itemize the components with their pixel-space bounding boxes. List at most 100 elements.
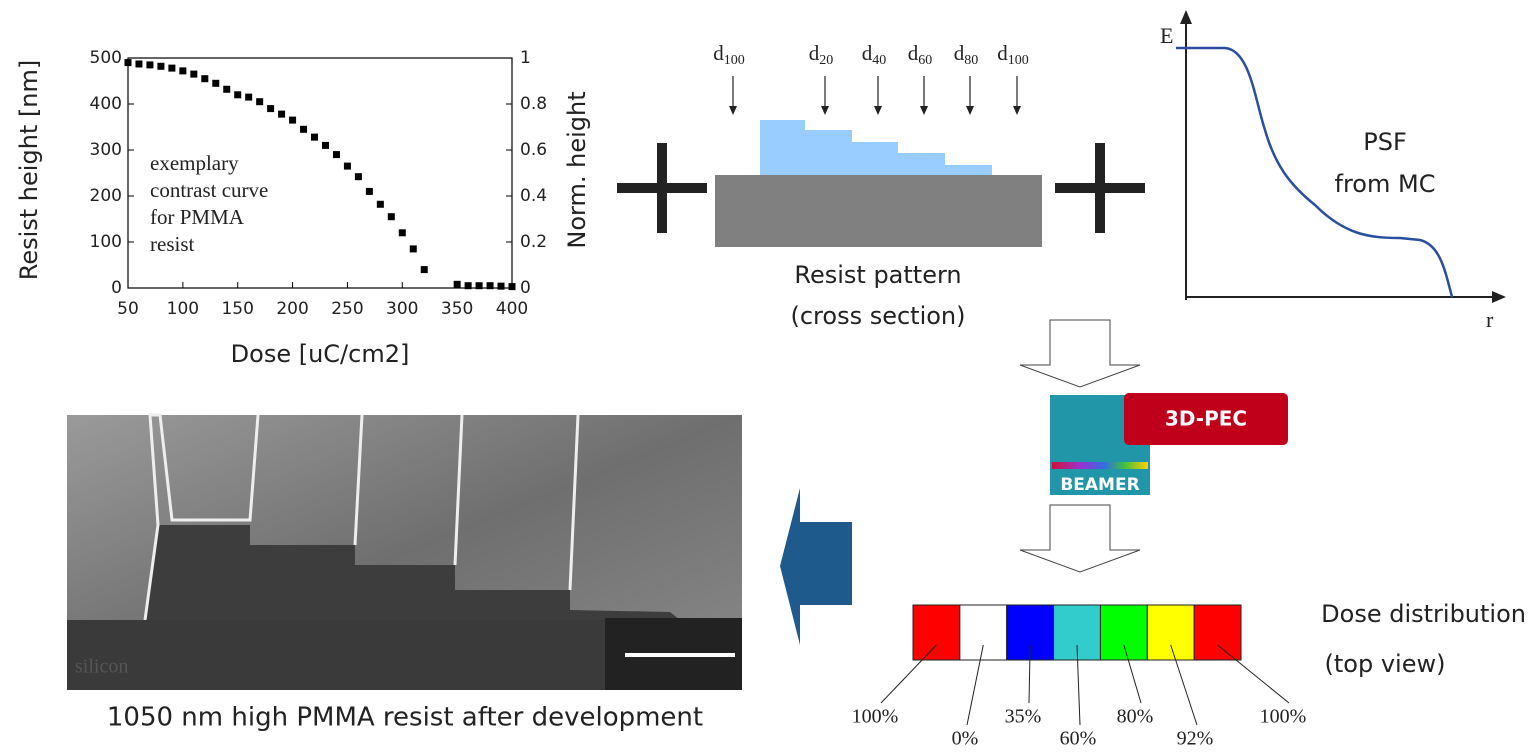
data-point: [420, 266, 428, 274]
y-tick-label: 300: [90, 140, 122, 160]
x-tick-label: 150: [221, 299, 253, 319]
dose-label-sub: 100: [724, 53, 745, 68]
psf-label: PSF: [1363, 128, 1407, 156]
data-point: [245, 93, 253, 101]
dose-percent: 92%: [1177, 728, 1214, 750]
x-tick-label: 300: [386, 299, 418, 319]
data-point: [475, 282, 483, 290]
y2-tick-label: 0.8: [520, 94, 547, 114]
dose-label: d100: [997, 41, 1029, 68]
data-point: [497, 282, 505, 290]
data-point: [179, 67, 187, 75]
y2-tick-label: 0.6: [520, 140, 547, 160]
substrate-label: silicon: [75, 656, 128, 678]
data-point: [311, 133, 319, 141]
annotation: resist: [150, 232, 194, 256]
dose-title: (top view): [1325, 650, 1446, 678]
arrowhead: [874, 106, 882, 115]
y2-tick-label: 0.4: [520, 186, 547, 206]
y2-tick-label: 1: [520, 48, 531, 68]
substrate: [715, 175, 1042, 247]
dose-cell: [959, 604, 1008, 661]
y-tick-label: 100: [90, 232, 122, 252]
leader-line: [966, 644, 984, 726]
down-arrow: [1019, 504, 1141, 573]
logo-rainbow: [1052, 462, 1148, 469]
data-point: [190, 70, 198, 78]
data-point: [124, 59, 132, 67]
data-point: [453, 280, 461, 288]
data-point: [464, 282, 472, 290]
dose-percent: 35%: [1005, 706, 1042, 728]
data-point: [354, 173, 362, 181]
dose-label-base: d: [713, 41, 724, 65]
beamer-logo: BEAMER 3D-PEC: [1050, 393, 1288, 495]
leader-line: [880, 644, 937, 704]
data-point: [168, 64, 176, 72]
dose-label-sub: 80: [964, 53, 978, 68]
y-tick-label: 500: [90, 48, 122, 68]
down-arrow: [1019, 319, 1141, 388]
dose-percent: 100%: [1260, 706, 1307, 728]
x-tick-label: 50: [117, 299, 139, 319]
annotation: contrast curve: [150, 178, 268, 202]
data-point: [146, 61, 154, 69]
x-tick-label: 250: [331, 299, 363, 319]
x-tick-label: 350: [441, 299, 473, 319]
resist-pattern: Resist pattern (cross section) d100 d20 d4…: [713, 41, 1042, 330]
data-point: [376, 200, 384, 208]
y-tick-label: 200: [90, 186, 122, 206]
y-axis-label: Resist height [nm]: [15, 60, 43, 281]
axis-label: E: [1160, 23, 1173, 48]
dose-label-sub: 100: [1008, 53, 1029, 68]
caption: Resist pattern: [794, 261, 961, 289]
x-tick-label: 400: [496, 299, 528, 319]
dose-percent: 0%: [952, 728, 979, 750]
sem-image: silicon 1050 nm high PMMA resist after d…: [67, 413, 742, 733]
dose-label-base: d: [997, 41, 1008, 65]
dose-label: d100: [713, 41, 745, 68]
data-point: [486, 282, 494, 290]
data-point: [201, 75, 209, 83]
x-tick-label: 100: [167, 299, 199, 319]
data-point: [343, 162, 351, 170]
dose-title: Dose distribution: [1321, 600, 1526, 628]
dose-label-sub: 20: [819, 53, 833, 68]
axis-label: r: [1486, 307, 1494, 332]
leader-line: [1123, 644, 1142, 704]
data-point: [332, 151, 340, 159]
data-point: [300, 125, 308, 133]
dose-label: d80: [954, 41, 979, 68]
resist-edges: [143, 413, 580, 621]
resist-steps: [760, 120, 992, 175]
dose-cell: [912, 604, 961, 661]
y-tick-label: 400: [90, 94, 122, 114]
plus: [657, 143, 667, 233]
dose-cell: [1099, 604, 1148, 661]
annotation: exemplary: [150, 151, 239, 175]
leader-line: [1028, 644, 1031, 704]
flow-arrows: [780, 319, 1141, 645]
dose-label: d40: [862, 41, 887, 68]
data-point: [234, 91, 242, 99]
arrowhead: [729, 106, 737, 115]
psf-plot: E r PSF from MC: [1160, 10, 1506, 332]
left-arrow: [780, 488, 852, 645]
data-point: [256, 98, 264, 106]
data-point: [289, 116, 297, 124]
dose-percent: 80%: [1117, 706, 1154, 728]
arrowhead: [920, 106, 928, 115]
dose-label-sub: 40: [872, 53, 886, 68]
data-point: [278, 110, 286, 118]
sem-caption: 1050 nm high PMMA resist after developme…: [107, 703, 703, 733]
data-point: [365, 187, 373, 195]
psf-curve: [1176, 46, 1454, 298]
dose-label-base: d: [954, 41, 965, 65]
data-point: [223, 85, 231, 93]
scale-bar: [625, 653, 735, 657]
y2-tick-label: 0.2: [520, 232, 547, 252]
contrast-chart: Resist height [nm] Norm. height Dose [uC…: [15, 48, 591, 368]
resist-structure: [145, 525, 680, 620]
y2-axis-label: Norm. height: [563, 91, 591, 248]
data-point: [398, 229, 406, 237]
